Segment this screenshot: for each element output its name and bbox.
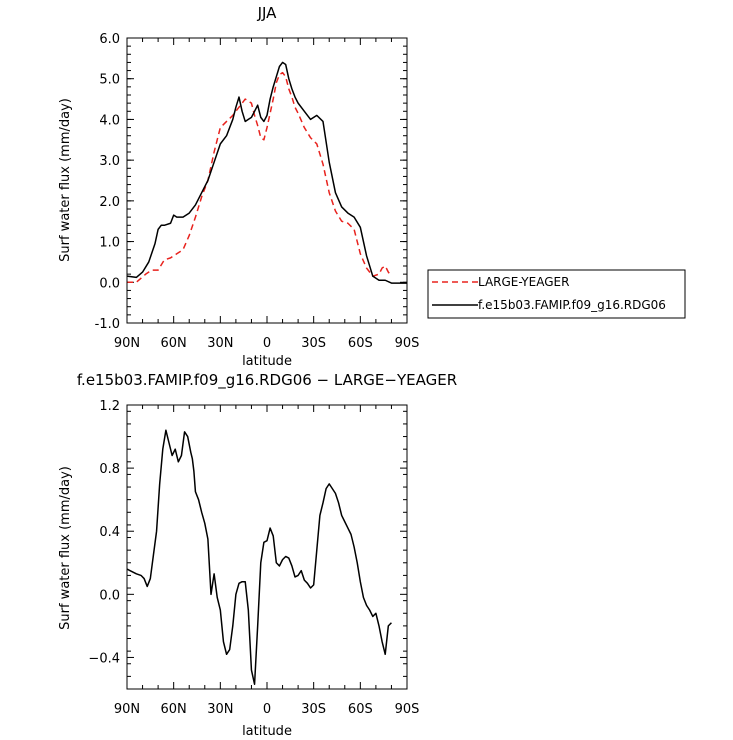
bottom-panel: f.e15b03.FAMIP.f09_g16.RDG06 − LARGE−YEA… (58, 371, 457, 739)
bot-y-tick-label: 0.8 (99, 462, 120, 477)
top-y-tick-label: 4.0 (99, 113, 120, 128)
top-y-tick-label: 2.0 (99, 195, 120, 210)
bot-x-tick-label: 90N (114, 702, 140, 717)
bot-y-tick-label: 1.2 (99, 399, 120, 414)
bottom-ticks (126, 404, 408, 690)
top-x-tick-label: 90N (114, 336, 140, 351)
top-y-tick-label: 0.0 (99, 276, 120, 291)
top-x-tick-label: 90S (395, 336, 420, 351)
bottom-y-axis-label: Surf water flux (mm/day) (58, 466, 73, 630)
top-series-line-large-yeager (127, 71, 393, 284)
bot-x-tick-label: 0 (263, 702, 271, 717)
bot-x-tick-label: 60S (348, 702, 373, 717)
legend-box (427, 269, 686, 319)
bottom-chart-title: f.e15b03.FAMIP.f09_g16.RDG06 − LARGE−YEA… (77, 371, 457, 390)
top-y-tick-labels: -1.0 0.0 1.0 2.0 3.0 4.0 5.0 6.0 (95, 32, 120, 332)
bot-x-tick-label: 60N (161, 702, 187, 717)
top-y-tick-label: 3.0 (99, 154, 120, 169)
top-y-tick-label: -1.0 (95, 317, 120, 332)
top-x-tick-label: 30N (207, 336, 233, 351)
bot-y-tick-label: −0.4 (88, 651, 120, 666)
bottom-series-group (126, 429, 392, 686)
top-x-axis-label: latitude (242, 354, 292, 369)
top-x-tick-label: 30S (301, 336, 326, 351)
bot-series-line-difference (126, 429, 392, 686)
bottom-x-tick-labels: 90N 60N 30N 0 30S 60S 90S (114, 702, 420, 717)
bot-x-tick-label: 30N (207, 702, 233, 717)
bottom-y-tick-labels: −0.4 0.0 0.4 0.8 1.2 (88, 399, 120, 666)
bot-y-tick-label: 0.4 (99, 525, 120, 540)
bottom-plot-frame (126, 404, 408, 690)
top-ticks (126, 37, 408, 324)
top-x-tick-label: 60N (161, 336, 187, 351)
top-y-tick-label: 1.0 (99, 236, 120, 251)
top-y-tick-label: 5.0 (99, 73, 120, 88)
top-panel: JJA 90N 60N 30N 0 30S 60S 90S -1.0 0.0 1.0 2.0 3.0… (58, 4, 419, 369)
top-x-tick-label: 60S (348, 336, 373, 351)
bot-x-tick-label: 30S (301, 702, 326, 717)
bot-x-tick-label: 90S (395, 702, 420, 717)
top-plot-frame (126, 37, 408, 324)
top-y-tick-label: 6.0 (99, 32, 120, 47)
bottom-x-axis-label: latitude (242, 724, 292, 739)
top-x-tick-label: 0 (263, 336, 271, 351)
legend-label-large-yeager: LARGE-YEAGER (478, 275, 569, 289)
top-y-axis-label: Surf water flux (mm/day) (58, 98, 73, 262)
bot-y-tick-label: 0.0 (99, 588, 120, 603)
top-series-group (126, 61, 407, 284)
legend: LARGE-YEAGER f.e15b03.FAMIP.f09_g16.RDG0… (427, 269, 686, 319)
legend-label-rdg06: f.e15b03.FAMIP.f09_g16.RDG06 (478, 298, 666, 312)
top-chart-title: JJA (257, 4, 278, 22)
top-series-line-f-e15b03-famip-f09-g16-rdg06 (126, 61, 407, 284)
top-x-tick-labels: 90N 60N 30N 0 30S 60S 90S (114, 336, 420, 351)
